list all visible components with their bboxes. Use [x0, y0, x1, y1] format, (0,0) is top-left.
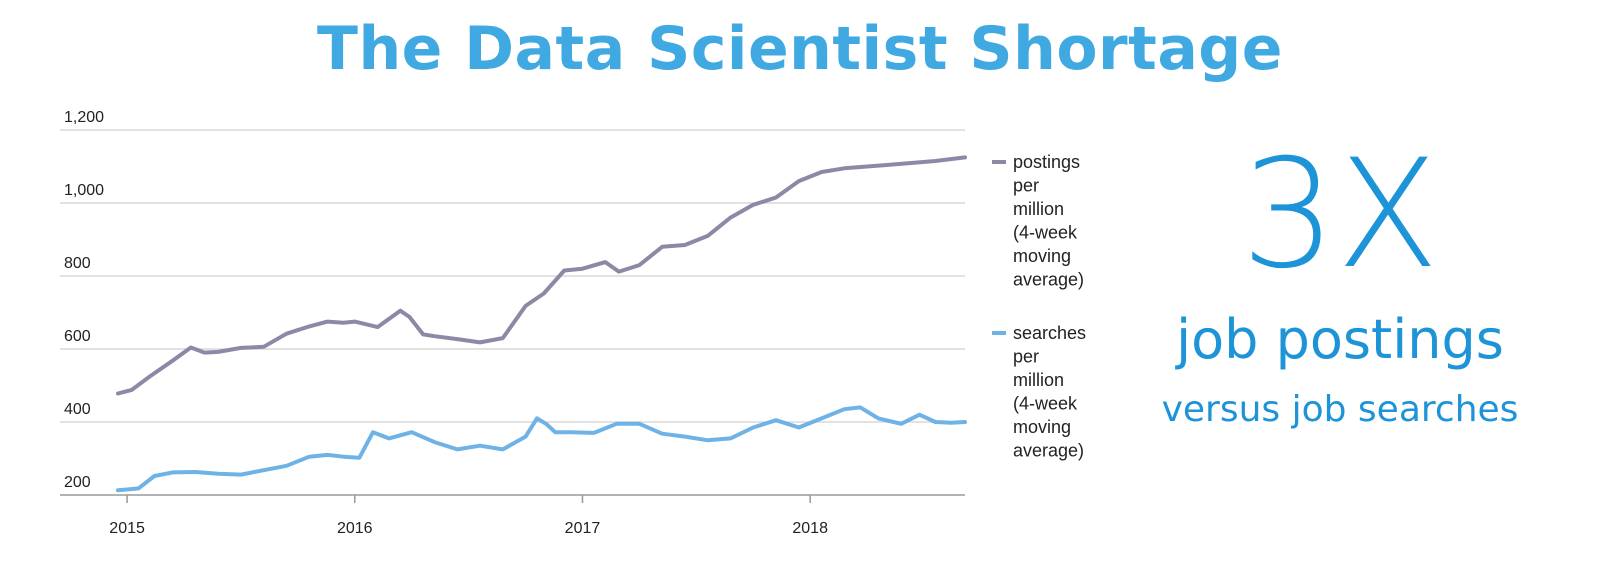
postings-series-line	[116, 155, 967, 396]
grid-lines	[60, 129, 965, 423]
x-tick-label: 2017	[565, 520, 601, 537]
legend-label-line: (4-week	[1013, 223, 1078, 243]
legend-label-line: postings	[1013, 152, 1080, 172]
y-tick-label: 200	[64, 474, 91, 491]
legend-label-line: (4-week	[1013, 394, 1078, 414]
y-tick-label: 800	[64, 255, 91, 272]
legend-label-line: moving	[1013, 246, 1071, 266]
y-tick-label: 600	[64, 328, 91, 345]
legend: postings per million (4-week moving average) s…	[992, 152, 1086, 461]
legend-label-line: searches	[1013, 323, 1086, 343]
x-tick-label: 2018	[792, 520, 828, 537]
y-tick-label: 1,200	[64, 109, 104, 126]
legend-label-line: million	[1013, 370, 1064, 390]
y-tick-label: 1,000	[64, 182, 104, 199]
callout-line-2: versus job searches	[1161, 389, 1519, 430]
legend-label-line: million	[1013, 199, 1064, 219]
x-tick-label: 2015	[109, 520, 145, 537]
series-lines	[116, 155, 967, 493]
searches-series-line	[116, 405, 967, 493]
callout-multiplier: 3X	[1240, 128, 1440, 302]
chart-title: The Data Scientist Shortage	[317, 14, 1283, 84]
y-axis-ticks: 200 400 600 800 1,000 1,200	[64, 109, 104, 491]
legend-label-line: moving	[1013, 417, 1071, 437]
x-tick-label: 2016	[337, 520, 373, 537]
legend-label-line: per	[1013, 347, 1039, 367]
callout-line-1: job postings	[1176, 308, 1504, 371]
y-tick-label: 400	[64, 401, 91, 418]
legend-label-line: average)	[1013, 270, 1084, 290]
legend-label-line: average)	[1013, 441, 1084, 461]
legend-label-line: per	[1013, 176, 1039, 196]
x-axis: 2015 2016 2017 2018	[60, 494, 965, 537]
